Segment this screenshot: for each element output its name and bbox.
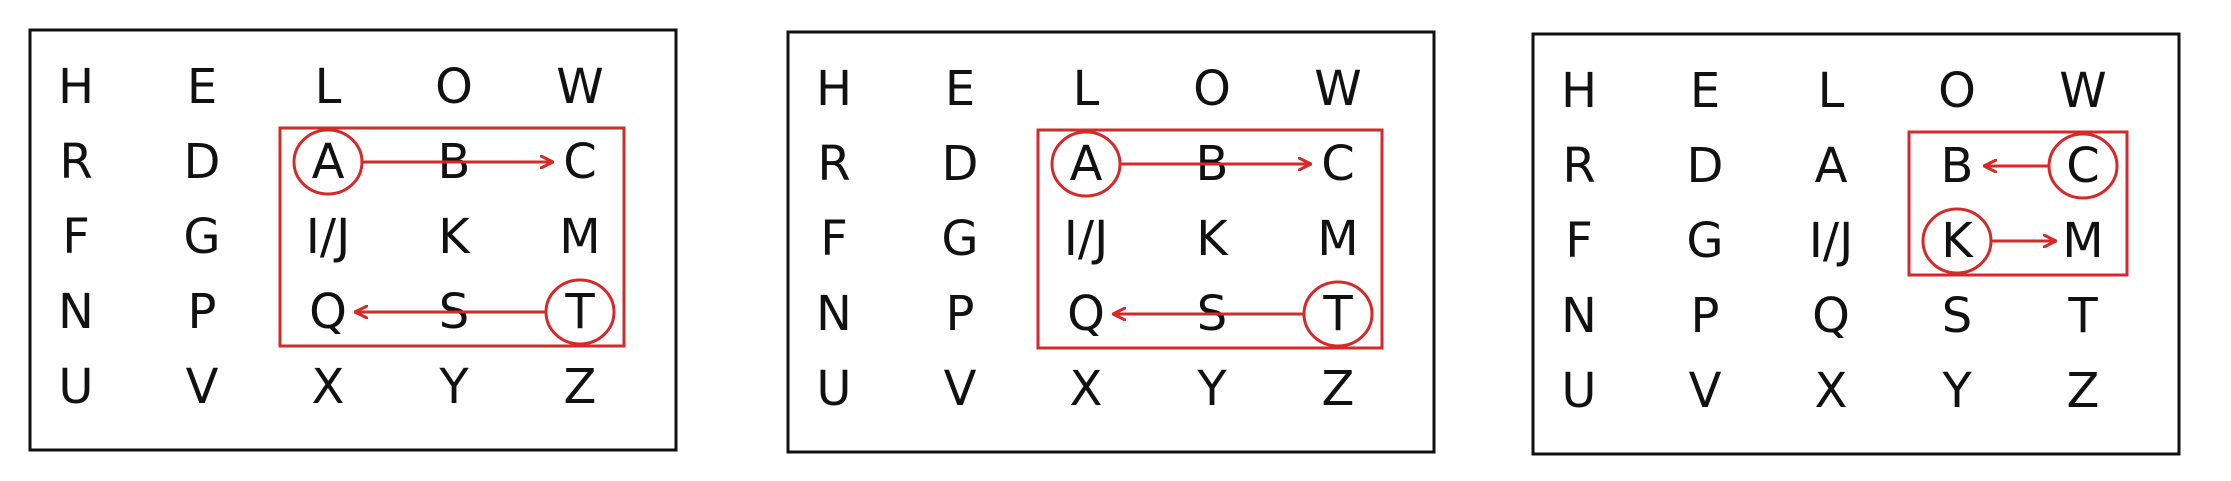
grid-letter: W (2059, 63, 2106, 119)
cipher-panel: H E L O W R D A B C F G I/J K M N P Q S T U V X Y Z (1531, 32, 2181, 456)
grid-letter: E (945, 61, 975, 117)
grid-letter: U (58, 359, 93, 415)
grid-letter: R (817, 136, 850, 192)
grid-letter: G (1686, 213, 1723, 269)
grid-letter: Y (438, 359, 469, 415)
grid-letter: I/J (306, 209, 350, 265)
grid-letter: Q (1812, 288, 1850, 344)
grid-letter: R (1562, 138, 1595, 194)
grid-letter: X (312, 359, 345, 415)
grid-letter: T (564, 284, 595, 340)
grid-letter: N (816, 286, 852, 342)
grid-letter: T (1322, 286, 1353, 342)
grid-letter: N (58, 284, 94, 340)
grid-letter: Y (1941, 363, 1972, 419)
grid-letter: K (1196, 211, 1229, 267)
grid-letter: F (1565, 213, 1593, 269)
highlight-rectangle (1907, 130, 2129, 277)
grid-letter: G (183, 209, 220, 265)
grid-letter: O (1193, 61, 1231, 117)
grid-letter: R (59, 134, 92, 190)
grid-letter: O (435, 59, 473, 115)
grid-letter: I/J (1064, 211, 1108, 267)
highlight-rectangle (278, 126, 626, 348)
grid-letter: N (1561, 288, 1597, 344)
grid-letter: G (941, 211, 978, 267)
grid-letter: M (1317, 211, 1358, 267)
grid-letter: K (1941, 213, 1974, 269)
highlight-rectangle (1036, 128, 1384, 350)
circled-letter-marker (544, 278, 616, 346)
grid-letter: Y (1196, 361, 1227, 417)
panel-frame (28, 28, 678, 452)
grid-letter: Q (309, 284, 347, 340)
grid-letter: P (946, 286, 975, 342)
grid-letter: X (1815, 363, 1848, 419)
grid-letter: F (62, 209, 90, 265)
grid-letter: W (556, 59, 603, 115)
circled-letter-marker (2047, 132, 2119, 200)
grid-letter: I/J (1809, 213, 1853, 269)
grid-letter: W (1314, 61, 1361, 117)
grid-letter: X (1070, 361, 1103, 417)
grid-letter: S (1942, 288, 1972, 344)
grid-letter: M (559, 209, 600, 265)
grid-letter: Z (1322, 361, 1355, 417)
circled-letter-marker (292, 128, 364, 196)
circled-letter-marker (1050, 130, 1122, 198)
grid-letter: V (944, 361, 977, 417)
grid-letter: V (186, 359, 219, 415)
grid-letter: A (1815, 138, 1848, 194)
panel-frame (786, 30, 1436, 454)
grid-letter: Z (564, 359, 597, 415)
grid-letter: D (942, 136, 979, 192)
grid-letter: A (1070, 136, 1103, 192)
grid-letter: Q (1067, 286, 1105, 342)
grid-letter: L (1073, 61, 1100, 117)
grid-letter: E (187, 59, 217, 115)
grid-letter: C (2066, 138, 2100, 194)
grid-letter: P (1691, 288, 1720, 344)
grid-letter: E (1690, 63, 1720, 119)
circled-letter-marker (1302, 280, 1374, 348)
grid-letter: F (820, 211, 848, 267)
grid-letter: U (816, 361, 851, 417)
grid-letter: O (1938, 63, 1976, 119)
grid-letter: L (315, 59, 342, 115)
grid-letter: P (188, 284, 217, 340)
panel-frame (1531, 32, 2181, 456)
grid-letter: M (2062, 213, 2103, 269)
grid-letter: T (2067, 288, 2098, 344)
circled-letter-marker (1921, 207, 1993, 275)
grid-letter: C (563, 134, 597, 190)
grid-letter: Z (2067, 363, 2100, 419)
grid-letter: L (1818, 63, 1845, 119)
grid-letter: U (1561, 363, 1596, 419)
grid-letter: V (1689, 363, 1722, 419)
grid-letter: H (816, 61, 852, 117)
grid-letter: D (184, 134, 221, 190)
grid-letter: H (1561, 63, 1597, 119)
grid-letter: B (1941, 138, 1974, 194)
grid-letter: H (58, 59, 94, 115)
grid-letter: C (1321, 136, 1355, 192)
grid-letter: D (1687, 138, 1724, 194)
grid-letter: K (438, 209, 471, 265)
grid-letter: A (312, 134, 345, 190)
cipher-panel: H E L O WR D A B CF G I/J K MN P Q S TU V X Y Z (28, 28, 678, 452)
cipher-panel: H E L O WR D A B CF G I/J K MN P Q S TU V X Y Z (786, 30, 1436, 454)
